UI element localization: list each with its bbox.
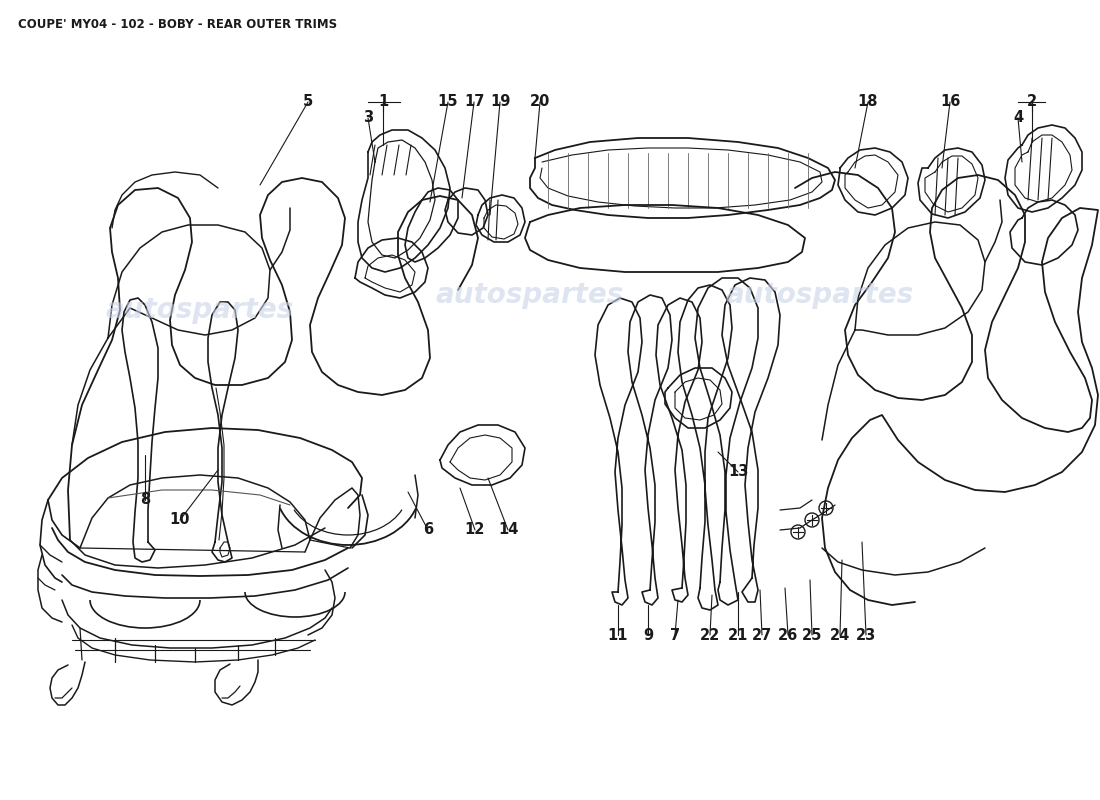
Text: 17: 17 — [464, 94, 484, 110]
Text: COUPE' MY04 - 102 - BOBY - REAR OUTER TRIMS: COUPE' MY04 - 102 - BOBY - REAR OUTER TR… — [18, 18, 337, 31]
Text: autospartes: autospartes — [436, 281, 624, 309]
Text: 3: 3 — [363, 110, 373, 126]
Text: 5: 5 — [302, 94, 313, 110]
Text: 18: 18 — [858, 94, 878, 110]
Text: 8: 8 — [140, 493, 150, 507]
Text: 2: 2 — [1027, 94, 1037, 110]
Text: 20: 20 — [530, 94, 550, 110]
Text: 10: 10 — [169, 513, 190, 527]
Text: 24: 24 — [829, 627, 850, 642]
Text: 14: 14 — [498, 522, 518, 538]
Text: 1: 1 — [378, 94, 388, 110]
Text: 19: 19 — [490, 94, 510, 110]
Text: 15: 15 — [438, 94, 459, 110]
Text: 7: 7 — [670, 627, 680, 642]
Text: 9: 9 — [642, 627, 653, 642]
Text: autospartes: autospartes — [726, 281, 914, 309]
Text: 21: 21 — [728, 627, 748, 642]
Text: 6: 6 — [422, 522, 433, 538]
Text: 23: 23 — [856, 627, 876, 642]
Text: 13: 13 — [728, 465, 748, 479]
Text: 16: 16 — [939, 94, 960, 110]
Text: 11: 11 — [607, 627, 628, 642]
Text: 25: 25 — [802, 627, 822, 642]
Text: 12: 12 — [465, 522, 485, 538]
Text: 22: 22 — [700, 627, 720, 642]
Text: autospartes: autospartes — [106, 296, 294, 324]
Text: 4: 4 — [1013, 110, 1023, 126]
Text: 27: 27 — [752, 627, 772, 642]
Text: 26: 26 — [778, 627, 799, 642]
